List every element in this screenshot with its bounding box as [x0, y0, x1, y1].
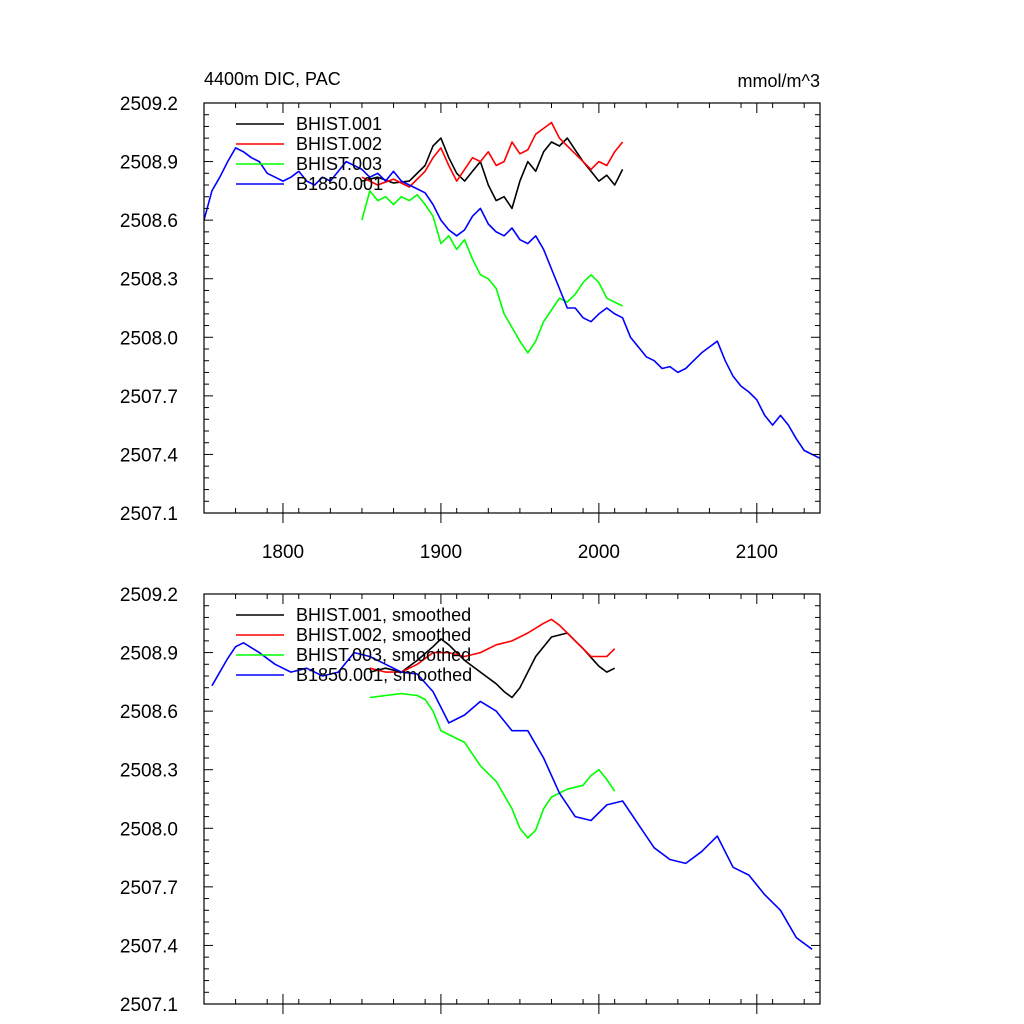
y-tick-label: 2508.9	[120, 153, 178, 174]
y-tick-label: 2508.6	[120, 211, 178, 232]
y-tick-label: 2509.2	[120, 94, 178, 115]
series-line-3	[211, 641, 813, 950]
y-tick-label: 2509.2	[120, 585, 178, 606]
units-label: mmol/m^3	[738, 71, 820, 91]
y-tick-label: 2507.1	[120, 504, 178, 525]
x-tick-label: 1900	[420, 542, 462, 563]
bottom-panel: 2507.1 2507.4 2507.7 2508.0 2508.3 2508.6 2508…	[120, 585, 821, 1016]
x-tick-label: 1800	[262, 542, 304, 563]
legend-label: BHIST.002, smoothed	[296, 625, 471, 645]
legend-label: BHIST.001	[296, 114, 382, 134]
series-line-3	[203, 147, 821, 460]
y-tick-label: 2508.3	[120, 761, 178, 782]
y-tick-label: 2507.7	[120, 878, 178, 899]
top-panel: 2507.1 2507.4 2507.7 2508.0 2508.3 2508.6 2508…	[120, 94, 821, 563]
x-tick-label: 2100	[736, 542, 778, 563]
legend-label: BHIST.003, smoothed	[296, 645, 471, 665]
plot-frame	[203, 593, 821, 1005]
y-tick-label: 2508.0	[120, 819, 178, 840]
y-tick-label: 2508.0	[120, 328, 178, 349]
y-tick-label: 2508.3	[120, 270, 178, 291]
series-line-2	[361, 190, 623, 354]
series-line-1	[369, 618, 616, 673]
y-tick-label: 2508.9	[120, 644, 178, 665]
legend-label: B1850.001	[296, 174, 383, 194]
x-tick-label: 2000	[578, 542, 620, 563]
legend-label: BHIST.001, smoothed	[296, 605, 471, 625]
y-tick-label: 2507.4	[120, 445, 179, 466]
chart-title: 4400m DIC, PAC	[204, 69, 341, 89]
y-tick-label: 2507.7	[120, 387, 178, 408]
legend-label: BHIST.002	[296, 134, 382, 154]
series-line-1	[361, 121, 624, 188]
legend-label: B1850.001, smoothed	[296, 665, 472, 685]
series-line-2	[369, 692, 616, 839]
y-tick-label: 2508.6	[120, 702, 178, 723]
y-tick-label: 2507.4	[120, 936, 179, 957]
plot-frame	[203, 102, 821, 514]
legend-label: BHIST.003	[296, 154, 382, 174]
y-tick-label: 2507.1	[120, 995, 178, 1016]
